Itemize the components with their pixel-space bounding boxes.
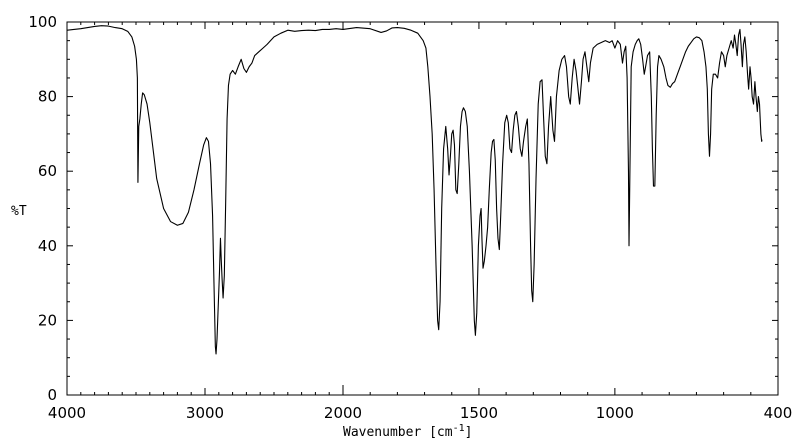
y-tick-label-100: 100	[28, 13, 57, 31]
x-axis-title: Wavenumber [cm-1]	[343, 423, 472, 440]
spectrum-line-0	[67, 25, 763, 355]
y-tick-label-0: 0	[47, 386, 57, 404]
x-tick-label-3000: 3000	[186, 404, 224, 422]
x-tick-label-400: 400	[764, 404, 793, 422]
y-axis-title: %T	[11, 204, 27, 219]
y-tick-label-60: 60	[38, 162, 57, 180]
x-axis-title-superscript: -1	[453, 423, 465, 434]
y-tick-label-80: 80	[38, 88, 57, 106]
y-axis-ticks	[67, 21, 778, 396]
x-axis-title-close: ]	[465, 425, 473, 440]
x-tick-label-4000: 4000	[48, 404, 86, 422]
x-axis-title-main: Wavenumber [cm	[343, 425, 453, 440]
plot-frame	[66, 21, 779, 396]
y-tick-label-40: 40	[38, 237, 57, 255]
y-axis-tick-labels: 0 20 40 60 80 100	[28, 13, 57, 404]
series-group	[67, 25, 763, 355]
x-tick-label-2000: 2000	[324, 404, 362, 422]
x-axis-tick-labels: 4000 3000 2000 1500 1000 400	[48, 404, 792, 422]
x-axis-ticks	[66, 22, 779, 395]
x-tick-label-1000: 1000	[596, 404, 634, 422]
y-tick-label-20: 20	[38, 311, 57, 329]
x-tick-label-1500: 1500	[460, 404, 498, 422]
